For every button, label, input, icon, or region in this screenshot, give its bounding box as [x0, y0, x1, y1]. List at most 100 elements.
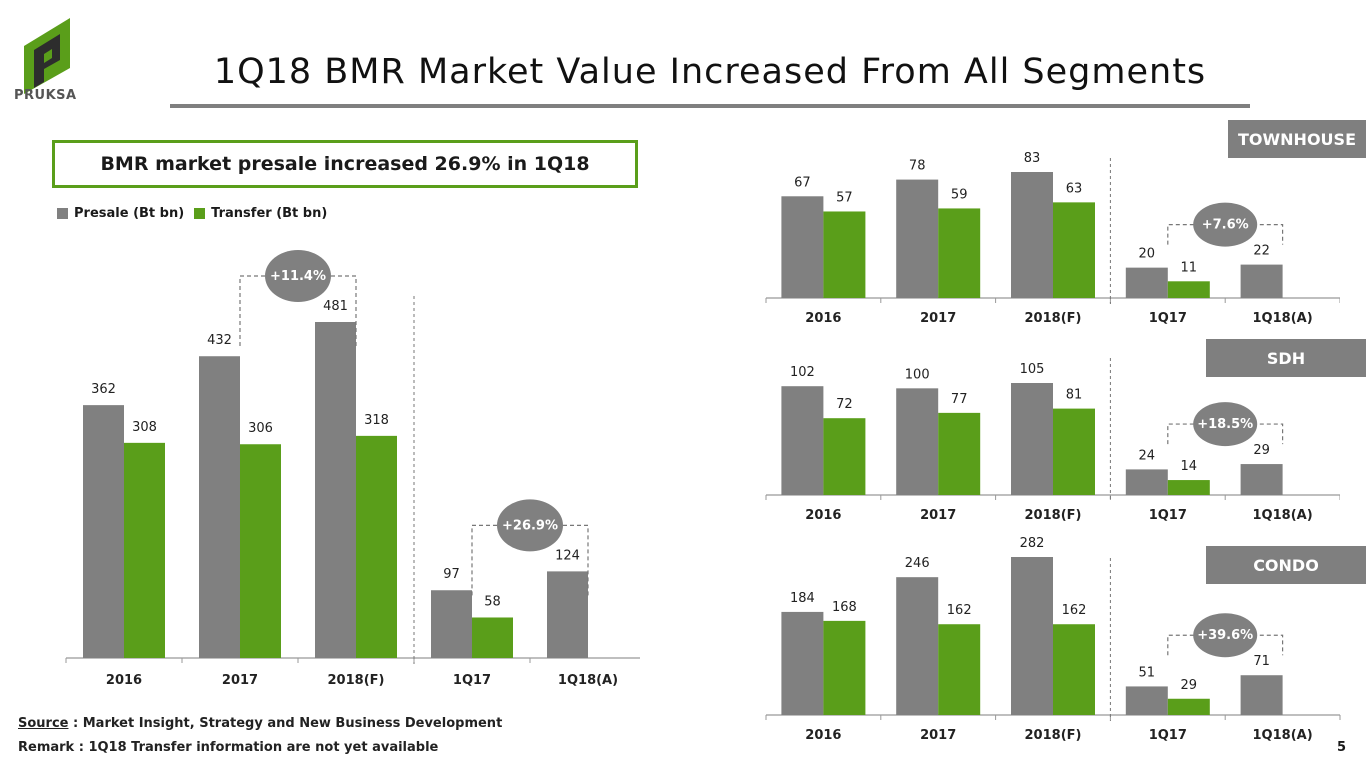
source-note: Source : Market Insight, Strategy and Ne…: [18, 716, 502, 731]
bar-presale: [1125, 469, 1168, 495]
category-label: 1Q17: [1149, 311, 1187, 326]
data-label: 124: [555, 548, 580, 563]
category-label: 2016: [106, 673, 142, 688]
category-label: 1Q18(A): [1253, 728, 1313, 743]
data-label: 14: [1181, 459, 1198, 474]
data-label: 51: [1139, 665, 1156, 680]
data-label: 246: [905, 556, 930, 571]
bar-presale: [1011, 557, 1053, 715]
bar-presale: [896, 577, 939, 715]
bar-transfer: [1053, 624, 1095, 715]
category-label: 2016: [805, 728, 841, 743]
category-label: 2017: [920, 311, 956, 326]
data-label: 11: [1181, 260, 1198, 275]
bar-presale: [896, 388, 939, 495]
data-label: 100: [905, 367, 930, 382]
category-label: 2016: [805, 311, 841, 326]
callout-box: BMR market presale increased 26.9% in 1Q…: [52, 140, 638, 188]
growth-bubble: [1193, 202, 1258, 247]
chart-townhouse: 67 57 2016 78 59 2017 83 63 2018(F) 20 11 1Q17 22 1Q1…: [765, 151, 1340, 326]
page-title: 1Q18 BMR Market Value Increased From All…: [213, 52, 1207, 92]
bar-transfer: [1053, 202, 1095, 298]
growth-label: +26.9%: [502, 518, 558, 533]
bar-presale: [431, 590, 472, 658]
category-label: 2017: [222, 673, 258, 688]
bar-transfer: [823, 418, 866, 495]
growth-label: +18.5%: [1197, 417, 1253, 432]
source-text: : Market Insight, Strategy and New Busin…: [68, 716, 503, 731]
bar-presale: [781, 386, 824, 495]
data-label: 22: [1253, 244, 1270, 259]
data-label: 72: [836, 397, 853, 412]
data-label: 58: [484, 594, 501, 609]
growth-bubble: [1193, 402, 1258, 447]
category-label: 1Q18(A): [558, 673, 618, 688]
bar-transfer: [938, 208, 981, 298]
bar-transfer: [823, 620, 866, 715]
growth-bubble: [1193, 613, 1258, 658]
data-label: 57: [836, 190, 853, 205]
data-label: 184: [790, 591, 815, 606]
category-label: 2017: [920, 508, 956, 523]
bar-transfer: [1053, 408, 1095, 495]
bar-presale: [1125, 267, 1168, 298]
bar-transfer: [823, 211, 866, 298]
bar-presale: [1011, 383, 1053, 495]
category-label: 2018(F): [1025, 508, 1082, 523]
bar-presale: [1125, 686, 1168, 715]
remark-note: Remark : 1Q18 Transfer information are n…: [18, 740, 439, 755]
bar-presale: [781, 196, 824, 298]
data-label: 105: [1020, 362, 1045, 377]
source-label: Source: [18, 716, 69, 731]
bar-presale: [1240, 264, 1283, 298]
data-label: 102: [790, 365, 815, 380]
bar-transfer: [938, 624, 981, 715]
legend-label-presale: Presale (Bt bn): [74, 206, 185, 221]
data-label: 282: [1020, 536, 1045, 551]
category-label: 2018(F): [1025, 728, 1082, 743]
bar-presale: [83, 405, 124, 658]
data-label: 162: [1062, 603, 1087, 618]
bar-transfer: [938, 412, 981, 495]
data-label: 432: [207, 333, 232, 348]
chart-sdh: 102 72 2016 100 77 2017 105 81 2018(F) 24 14 1Q17 29…: [765, 358, 1340, 523]
data-label: 308: [132, 420, 157, 435]
segment-label-sdh: SDH: [1206, 339, 1366, 377]
category-label: 2018(F): [328, 673, 385, 688]
bar-transfer: [1167, 698, 1210, 715]
page-number: 5: [1336, 740, 1346, 755]
data-label: 481: [323, 299, 348, 314]
data-label: 362: [91, 382, 116, 397]
data-label: 81: [1066, 388, 1083, 403]
data-label: 318: [364, 413, 389, 428]
chart-condo: 184 168 2016 246 162 2017 282 162 2018(F) 51 29 1Q1…: [765, 536, 1341, 743]
legend: Presale (Bt bn) Transfer (Bt bn): [57, 206, 327, 221]
bar-presale: [1240, 675, 1283, 715]
category-label: 1Q18(A): [1253, 311, 1313, 326]
data-label: 29: [1253, 443, 1270, 458]
bar-presale: [547, 571, 588, 658]
segment-label-townhouse: TOWNHOUSE: [1228, 120, 1366, 158]
bar-transfer: [240, 444, 281, 658]
data-label: 67: [794, 175, 811, 190]
data-label: 63: [1066, 181, 1083, 196]
chart-total: 362 308 2016 432 306 2017 481 318 2018(F) 97 58 1Q1…: [65, 250, 640, 688]
growth-label: +7.6%: [1202, 218, 1249, 233]
bar-transfer: [472, 617, 513, 658]
pruksa-logo: [24, 18, 70, 94]
bar-presale: [1011, 172, 1053, 298]
data-label: 71: [1253, 654, 1270, 669]
category-label: 1Q18(A): [1253, 508, 1313, 523]
data-label: 97: [443, 567, 460, 582]
bar-transfer: [124, 442, 165, 658]
bar-presale: [199, 356, 240, 658]
category-label: 1Q17: [1149, 508, 1187, 523]
bar-presale: [781, 611, 824, 715]
data-label: 77: [951, 392, 968, 407]
growth-bubble: [497, 499, 563, 552]
bar-transfer: [356, 435, 397, 658]
data-label: 78: [909, 159, 926, 174]
data-label: 59: [951, 187, 968, 202]
data-label: 162: [947, 603, 972, 618]
category-label: 1Q17: [453, 673, 491, 688]
